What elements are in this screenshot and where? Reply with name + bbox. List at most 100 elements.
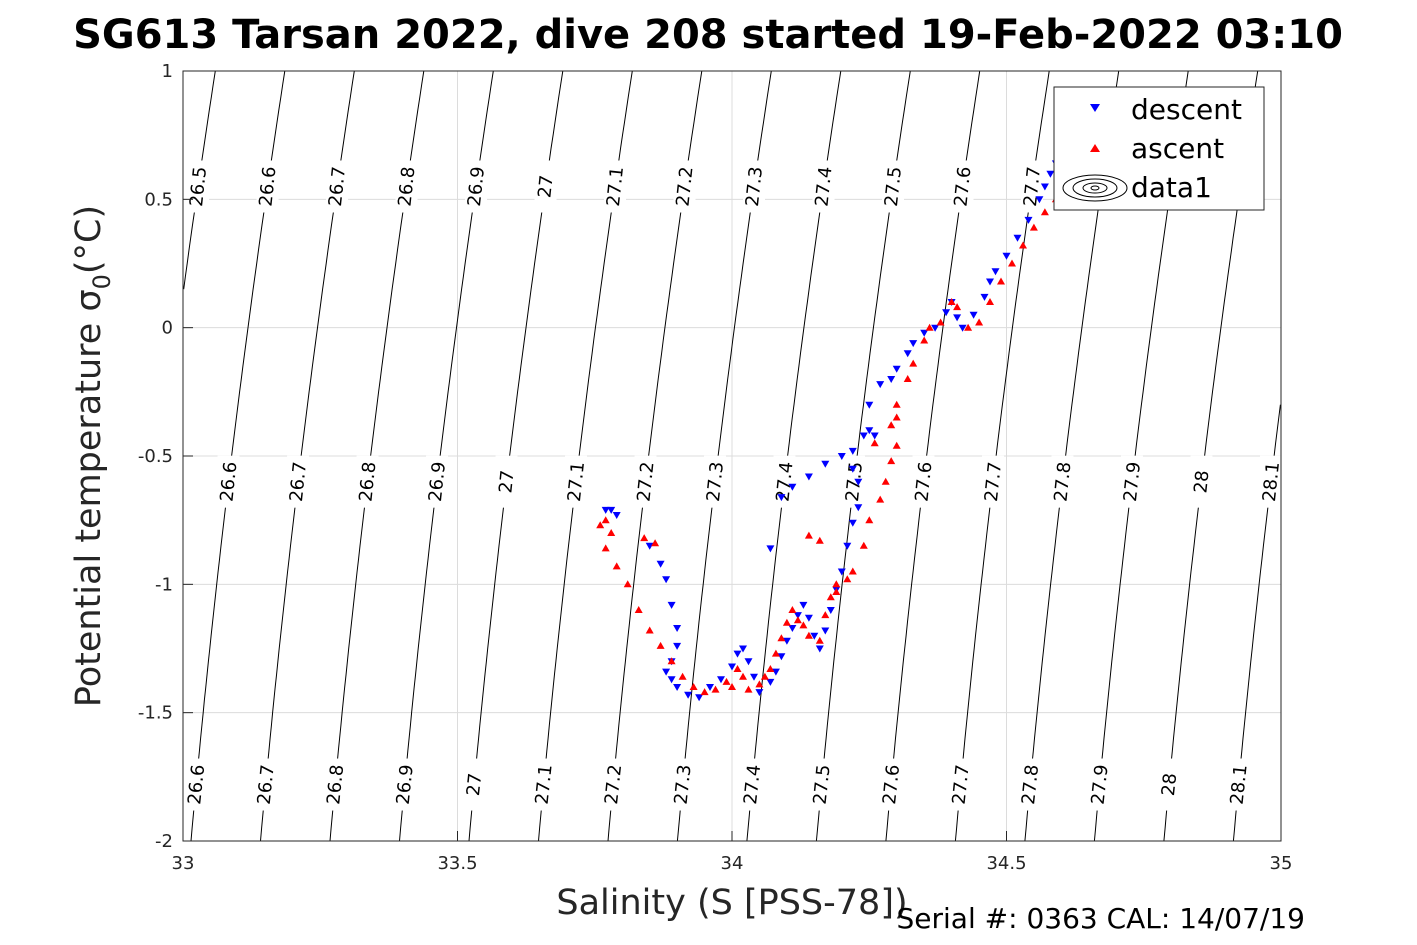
descent-point [1046,170,1055,178]
isopycnal-label-bg [981,455,1004,508]
isopycnal-label: 28.1 [1227,764,1252,806]
isopycnal-label-bg [1190,455,1213,508]
isopycnal-label-bg [256,160,279,213]
serial-cal-text: Serial #: 0363 CAL: 14/07/19 [897,902,1305,935]
legend-descent-marker [1090,104,1100,112]
ascent-point [925,323,934,331]
descent-point [920,329,929,337]
legend-ascent-marker [1090,144,1100,152]
descent-point [837,568,846,576]
ascent-point [722,677,731,685]
descent-point [695,694,704,702]
descent-point [667,676,676,684]
x-axis-ticks: 33 33.5 34 34.5 35 [172,831,1292,874]
descent-point [931,324,940,332]
ascent-point [1029,223,1038,231]
isopycnal-label: 27 [495,469,518,494]
descent-point [942,309,951,317]
y-tick-label: -0.5 [138,446,173,467]
ascent-point [826,593,835,601]
y-tick-label: -2 [155,831,173,852]
descent-point [848,447,857,455]
ascent-point [607,529,616,536]
isopycnal-label: 27.1 [564,461,589,503]
descent-series [601,160,1060,702]
descent-point [673,684,682,691]
isopycnal-label-bg [465,160,488,213]
descent-point [876,381,885,389]
isopycnal-label-bg [1227,758,1250,811]
y-tick-label: -1 [155,574,173,595]
isopycnal-label: 27.5 [810,764,835,806]
ascent-point [777,634,786,642]
isopycnal-label-bg [495,455,518,508]
ascent-point [892,400,901,408]
chart-title: SG613 Tarsan 2022, dive 208 started 19-F… [73,12,1343,58]
descent-point [612,512,621,519]
ascent-point [656,641,665,649]
ascent-point [815,536,824,544]
isopycnal-label: 26.8 [355,461,380,503]
isopycnal-label-bg [393,758,416,811]
isopycnal-label: 27.7 [1020,166,1045,208]
descent-point [870,432,879,440]
ascent-point [975,318,984,326]
ascent-point [832,588,841,595]
x-axis-label: Salinity (S [PSS-78]) [556,883,907,923]
descent-point [903,350,912,358]
isopycnal-label: 27 [534,174,557,199]
isopycnal-label-bg [741,758,764,811]
isopycnal-label-bg [810,758,833,811]
isopycnal-label-bg [671,758,694,811]
ascent-point [892,413,901,421]
ascent-point [640,534,649,542]
isopycnal-label: 27.4 [740,764,765,806]
descent-point [793,612,802,620]
isopycnal-label-bg [912,455,935,508]
descent-point [887,376,896,383]
ascent-point [771,649,780,657]
ascent-point [728,683,736,690]
ascent-point [612,562,621,570]
isopycnal-label-bg [881,160,904,213]
ascent-point [788,606,797,613]
ascent-series [596,179,1066,696]
isopycnal-label: 27.8 [1050,461,1075,503]
isopycnal-label-bg [287,455,310,508]
isopycnal-label: 27.7 [949,764,974,806]
descent-point [1013,234,1022,242]
descent-point [755,689,764,697]
isopycnal-label: 27 [463,772,486,797]
isopycnal-label-bg [842,455,865,508]
descent-point [782,637,791,645]
isopycnal-label: 28 [1190,469,1213,494]
isopycnal-label-bg [704,455,727,508]
isopycnal-label-bg [1259,455,1282,508]
ascent-point [997,277,1005,285]
isopycnal-label-bg [217,455,240,508]
descent-point [986,278,994,286]
ascent-point [744,685,753,693]
descent-point [848,519,857,527]
isopycnal-label: 26.9 [393,764,418,806]
isopycnal-label: 26.5 [186,166,211,208]
ascent-point [1040,208,1049,216]
ascent-point [596,521,605,529]
ascent-point [953,303,962,311]
isopycnal-label-bg [534,160,557,213]
isopycnal-label-bg [565,455,588,508]
descent-point [821,460,830,468]
y-axis-label-main: Potential temperature σ [69,289,109,707]
ascent-point [766,665,775,672]
ascent-point [887,421,896,429]
descent-point [667,601,676,609]
ascent-point [947,298,956,305]
legend-data1-label: data1 [1131,171,1212,204]
y-axis-ticks: -2 -1.5 -1 -0.5 0 0.5 1 [138,61,193,852]
descent-point [744,658,753,666]
ascent-point [760,672,769,680]
isopycnal-label-bg [1158,758,1181,811]
descent-point [788,625,797,632]
isopycnal-label: 27.2 [633,461,658,503]
ascent-point [651,539,660,547]
